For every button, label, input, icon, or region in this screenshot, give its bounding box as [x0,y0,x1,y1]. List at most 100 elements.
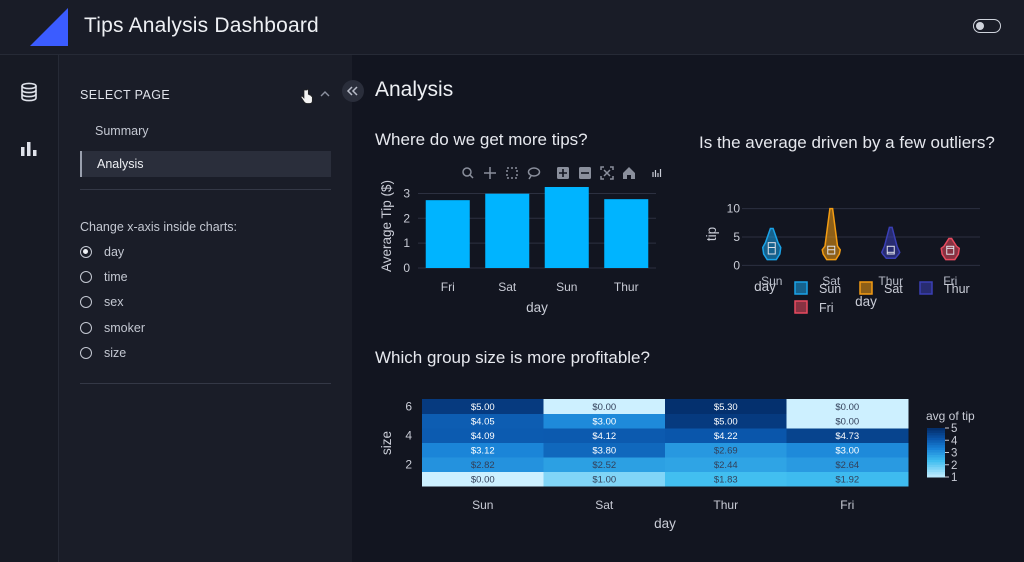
heatmap-cell[interactable] [786,399,909,414]
radio-option-size[interactable]: size [80,343,126,363]
heatmap-cell[interactable] [543,399,666,414]
nav-item-analysis[interactable]: Analysis [80,151,331,177]
heatmap-cell[interactable] [665,428,787,443]
plotly-logo-icon[interactable] [650,166,664,180]
violin-sun[interactable] [761,227,782,261]
cell-label: $2.52 [592,460,616,471]
colorbar-strip [927,462,945,466]
radio-label: day [104,245,125,259]
y-axis-title: size [379,431,394,455]
select-page-label[interactable]: SELECT PAGE [80,88,171,102]
legend-title: day [754,279,776,294]
heatmap-cell[interactable] [543,457,666,472]
theme-toggle[interactable] [973,19,1001,33]
zoom-in-icon[interactable] [557,167,569,179]
heatmap-cell[interactable] [786,471,909,487]
heatmap-cell[interactable] [422,413,544,429]
x-tick-label: Fri [840,498,854,512]
bar-fri[interactable] [425,200,470,268]
radio-button[interactable] [80,246,92,258]
legend-swatch[interactable] [794,281,808,295]
y-tick-label: 0 [403,261,410,275]
heatmap-cell[interactable] [422,457,544,472]
x-tick-label: Sat [595,498,614,512]
page-title: Analysis [375,78,454,101]
x-tick-label: Sat [822,274,841,288]
radio-button[interactable] [80,322,92,334]
cell-label: $4.22 [714,431,738,442]
colorbar-strip [927,452,945,456]
heatmap-cell[interactable] [665,471,787,487]
x-tick-label: Sun [556,280,577,294]
sidebar-divider [80,383,331,384]
heatmap-cell[interactable] [665,442,787,458]
y-tick-label: 4 [405,428,412,442]
nav-item-summary[interactable]: Summary [95,124,149,138]
x-tick-label: Thur [614,280,639,294]
legend-swatch[interactable] [919,281,933,295]
y-axis-title: tip [704,227,719,241]
legend-swatch[interactable] [794,300,808,314]
violin-thur[interactable] [880,226,901,259]
colorbar-title: avg of tip [926,409,975,423]
y-tick-label: 2 [403,211,410,225]
colorbar-tick-label: 5 [951,423,957,435]
cell-label: $4.73 [835,431,859,442]
colorbar-tick-label: 3 [951,448,957,460]
heatmap-cell[interactable] [786,442,909,458]
cell-label: $3.80 [592,445,616,456]
x-axis-title: day [855,294,877,309]
heatmap-cell[interactable] [422,442,544,458]
database-icon[interactable] [18,81,40,103]
double-chevron-left-icon [346,86,358,96]
bar-chart-icon[interactable] [18,138,40,160]
colorbar-strip [927,472,945,476]
heatmap-cell[interactable] [543,471,666,487]
radio-option-smoker[interactable]: smoker [80,318,145,338]
colorbar-strip [927,474,945,478]
heatmap-cell[interactable] [422,428,544,443]
lasso-icon[interactable] [527,167,541,180]
radio-option-sex[interactable]: sex [80,292,123,312]
heatmap-cell[interactable] [543,428,666,443]
legend-item: Thur [944,282,970,296]
cell-label: $1.83 [714,474,738,485]
legend-swatch[interactable] [859,281,873,295]
pan-icon[interactable] [484,167,496,179]
collapse-sidebar-button[interactable] [342,80,364,102]
question-tips-heading: Where do we get more tips? [375,130,588,149]
zoom-icon[interactable] [462,167,474,179]
heatmap-cell[interactable] [665,399,787,414]
x-axis-title: day [654,516,676,531]
radio-button[interactable] [80,296,92,308]
chevron-up-icon[interactable] [319,88,331,100]
autoscale-icon[interactable] [600,166,614,180]
radio-option-time[interactable]: time [80,267,128,287]
radio-button[interactable] [80,271,92,283]
heatmap-cell[interactable] [786,413,909,429]
heatmap-cell[interactable] [543,442,666,458]
bar-sun[interactable] [544,186,589,268]
cell-label: $1.00 [592,474,616,485]
zoom-out-icon[interactable] [579,167,591,179]
heatmap-cell[interactable] [422,399,544,414]
radio-option-day[interactable]: day [80,242,124,262]
colorbar-strip [927,440,945,444]
violin-sat[interactable] [821,207,842,261]
reset-axes-icon[interactable] [623,167,635,179]
colorbar-strip [927,445,945,449]
violin-fri[interactable] [940,237,961,261]
heatmap-cell[interactable] [422,471,544,487]
heatmap-cell[interactable] [786,457,909,472]
radio-button[interactable] [80,347,92,359]
heatmap-cell[interactable] [665,413,787,429]
cell-label: $2.64 [835,460,859,471]
x-tick-label: Fri [943,274,957,288]
bar-sat[interactable] [485,193,530,268]
heatmap-cell[interactable] [543,413,666,429]
bar-thur[interactable] [604,199,649,268]
cell-label: $0.00 [592,402,616,413]
heatmap-cell[interactable] [665,457,787,472]
box-select-icon[interactable] [506,167,518,179]
heatmap-cell[interactable] [786,428,909,443]
